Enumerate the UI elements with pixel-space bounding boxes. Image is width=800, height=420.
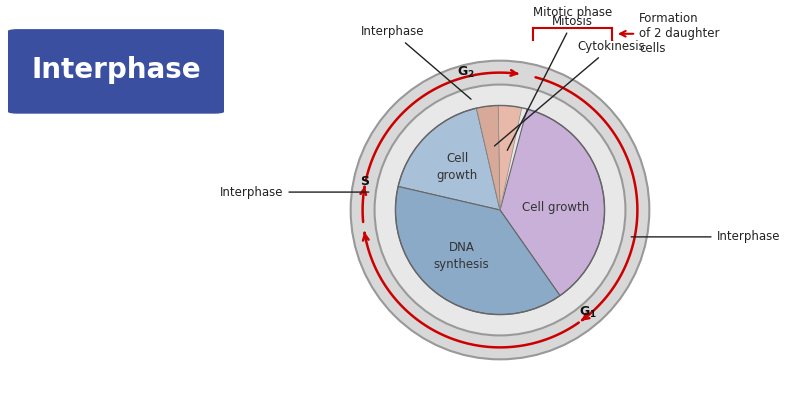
Text: $\mathbf{S}$: $\mathbf{S}$ <box>360 175 370 188</box>
Text: $\mathbf{G_2}$: $\mathbf{G_2}$ <box>457 65 474 80</box>
Text: Mitosis: Mitosis <box>507 15 594 150</box>
Text: DNA
synthesis: DNA synthesis <box>434 241 490 271</box>
Text: Interphase: Interphase <box>220 186 369 199</box>
Text: Interphase: Interphase <box>631 231 780 243</box>
Text: Cell growth: Cell growth <box>522 201 590 214</box>
Text: Cell
growth: Cell growth <box>437 152 478 182</box>
Polygon shape <box>395 186 560 315</box>
Text: Mitotic phase: Mitotic phase <box>533 6 612 19</box>
Text: Cytokinesis: Cytokinesis <box>494 40 646 146</box>
Polygon shape <box>500 109 605 296</box>
Text: Formation
of 2 daughter
cells: Formation of 2 daughter cells <box>620 12 719 55</box>
Polygon shape <box>477 105 500 210</box>
Circle shape <box>350 60 650 360</box>
Text: Interphase: Interphase <box>31 55 201 84</box>
Circle shape <box>374 84 626 336</box>
Text: $\mathbf{G_1}$: $\mathbf{G_1}$ <box>579 305 598 320</box>
Text: Interphase: Interphase <box>361 25 471 99</box>
FancyBboxPatch shape <box>6 30 226 113</box>
Polygon shape <box>498 105 522 210</box>
Polygon shape <box>398 108 500 210</box>
